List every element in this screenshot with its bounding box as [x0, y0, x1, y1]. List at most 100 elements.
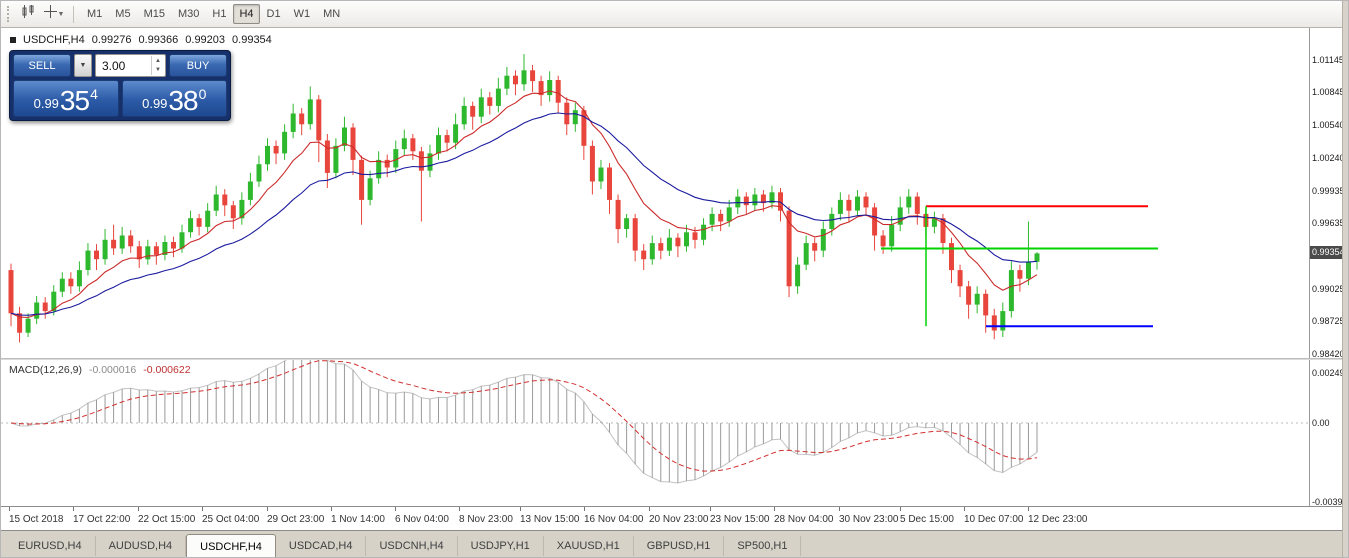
time-axis-tick — [9, 507, 10, 511]
symbol-marker-icon — [10, 37, 16, 43]
crosshair-button[interactable]: ▼ — [42, 4, 66, 25]
price-axis-label: 0.98420 — [1312, 349, 1345, 360]
stepper-up-icon[interactable]: ▲ — [155, 57, 161, 64]
time-axis-tick — [584, 507, 585, 511]
macd-canvas[interactable] — [1, 360, 1309, 506]
time-axis-label: 25 Oct 04:00 — [202, 514, 260, 525]
time-axis: 15 Oct 2018 17 Oct 22:00 22 Oct 15:00 25 Oc… — [1, 506, 1348, 530]
toolbar-separator — [73, 5, 74, 23]
time-axis-tick — [839, 507, 840, 511]
buy-price-button[interactable]: 0.99 38 0 — [121, 80, 227, 117]
tab-xauusd-h1[interactable]: XAUUSD,H1 — [544, 536, 634, 556]
price-axis: 1.01145 1.00845 1.00540 1.00240 0.99935 0.996… — [1309, 28, 1345, 360]
sell-price-button[interactable]: 0.99 35 4 — [13, 80, 119, 117]
price-axis-label: 1.01145 — [1312, 55, 1344, 65]
time-axis-tick — [710, 507, 711, 511]
macd-main-value: -0.000016 — [88, 364, 137, 376]
open-value: 0.99276 — [91, 34, 132, 46]
time-axis-tick — [1028, 507, 1029, 511]
macd-axis-label: -0.00391 — [1312, 496, 1348, 507]
volume-stepper: ▲ ▼ — [151, 56, 164, 75]
stepper-down-icon[interactable]: ▼ — [155, 67, 161, 74]
toolbar: ▼ M1 M5 M15 M30 H1 H4 D1 W1 MN — [1, 1, 1348, 28]
time-axis-tick — [73, 507, 74, 511]
time-axis-tick — [267, 507, 268, 511]
timeframe-m15[interactable]: M15 — [143, 8, 165, 20]
crosshair-icon — [43, 5, 57, 23]
toolbar-grip[interactable] — [7, 6, 11, 22]
time-axis-tick — [964, 507, 965, 511]
time-axis-label: 8 Nov 23:00 — [459, 514, 513, 525]
time-axis-label: 22 Oct 15:00 — [138, 514, 196, 525]
time-axis-label: 1 Nov 14:00 — [331, 514, 385, 525]
buy-button[interactable]: BUY — [169, 54, 227, 77]
one-click-trading-panel: SELL ▼ ▲ ▼ BUY 0.99 35 4 — [9, 50, 231, 121]
tab-usdcnh-h4[interactable]: USDCNH,H4 — [366, 536, 458, 556]
timeframe-mn[interactable]: MN — [323, 8, 341, 20]
timeframe-m30[interactable]: M30 — [177, 8, 200, 20]
time-axis-tick — [900, 507, 901, 511]
macd-indicator-area[interactable] — [1, 360, 1309, 506]
tab-usdjpy-h1[interactable]: USDJPY,H1 — [458, 536, 544, 556]
close-value: 0.99354 — [232, 34, 272, 46]
timeframe-d1[interactable]: D1 — [266, 8, 281, 20]
macd-axis: 0.002492 0.00 -0.00391 — [1309, 360, 1348, 507]
symbol-label: USDCHF,H4 — [23, 34, 85, 46]
timeframe-h4[interactable]: H4 — [233, 4, 260, 24]
time-axis-label: 12 Dec 23:00 — [1028, 514, 1088, 525]
tab-sp500-h1[interactable]: SP500,H1 — [724, 536, 802, 556]
time-axis-label: 30 Nov 23:00 — [839, 514, 899, 525]
macd-axis-label: 0.00 — [1312, 418, 1330, 428]
time-axis-label: 10 Dec 07:00 — [964, 514, 1024, 525]
high-value: 0.99366 — [138, 34, 179, 46]
chart-type-icon — [22, 5, 36, 23]
sell-price-pip: 4 — [90, 86, 98, 102]
tab-eurusd-h4[interactable]: EURUSD,H4 — [5, 536, 96, 556]
time-axis-tick — [202, 507, 203, 511]
price-axis-label: 0.98725 — [1312, 316, 1345, 327]
time-axis-label: 23 Nov 15:00 — [710, 514, 770, 525]
time-axis-tick — [459, 507, 460, 511]
price-axis-label: 0.99935 — [1312, 185, 1345, 196]
main-chart-area[interactable] — [1, 28, 1309, 358]
price-axis-label: 1.00540 — [1312, 120, 1345, 131]
sell-price-prefix: 0.99 — [33, 96, 59, 111]
timeframe-m5[interactable]: M5 — [115, 8, 131, 20]
panel-splitter[interactable] — [1, 358, 1348, 360]
macd-title: MACD(12,26,9) — [9, 364, 82, 376]
volume-input[interactable] — [96, 55, 165, 76]
timeframe-w1[interactable]: W1 — [293, 8, 311, 20]
time-axis-label: 17 Oct 22:00 — [73, 514, 131, 525]
dropdown-caret-icon: ▼ — [57, 10, 65, 18]
tab-usdchf-h4[interactable]: USDCHF,H4 — [186, 534, 276, 557]
price-axis-label: 1.00240 — [1312, 152, 1345, 163]
time-axis-label: 28 Nov 04:00 — [774, 514, 834, 525]
buy-price-prefix: 0.99 — [142, 96, 168, 111]
chart-type-button[interactable] — [17, 4, 41, 25]
chevron-down-icon: ▼ — [79, 62, 87, 69]
macd-header: MACD(12,26,9) -0.000016 -0.000622 — [9, 364, 191, 376]
timeframe-m1[interactable]: M1 — [87, 8, 103, 20]
low-value: 0.99203 — [185, 34, 226, 46]
main-chart-canvas[interactable] — [1, 28, 1309, 358]
sell-button[interactable]: SELL — [13, 54, 71, 77]
volume-dropdown-button[interactable]: ▼ — [74, 54, 92, 77]
current-price-badge: 0.99354 — [1310, 246, 1345, 260]
timeframe-group: M1 M5 M15 M30 H1 H4 D1 W1 MN — [81, 4, 346, 24]
chart-window: USDCHF,H4 0.99276 0.99366 0.99203 0.9935… — [1, 28, 1348, 530]
tab-gbpusd-h1[interactable]: GBPUSD,H1 — [634, 536, 725, 556]
time-axis-tick — [395, 507, 396, 511]
tab-audusd-h4[interactable]: AUDUSD,H4 — [96, 536, 187, 556]
price-axis-label: 0.99025 — [1312, 283, 1345, 294]
time-axis-label: 13 Nov 15:00 — [520, 514, 580, 525]
window-right-edge — [1342, 1, 1348, 557]
timeframe-h1[interactable]: H1 — [212, 8, 227, 20]
time-axis-tick — [774, 507, 775, 511]
tab-usdcad-h4[interactable]: USDCAD,H4 — [276, 536, 367, 556]
price-axis-label: 0.99635 — [1312, 218, 1345, 229]
time-axis-label: 20 Nov 23:00 — [649, 514, 709, 525]
price-axis-label: 1.00845 — [1312, 87, 1345, 98]
macd-signal-value: -0.000622 — [143, 364, 191, 376]
ohlc-header: USDCHF,H4 0.99276 0.99366 0.99203 0.9935… — [10, 34, 272, 46]
